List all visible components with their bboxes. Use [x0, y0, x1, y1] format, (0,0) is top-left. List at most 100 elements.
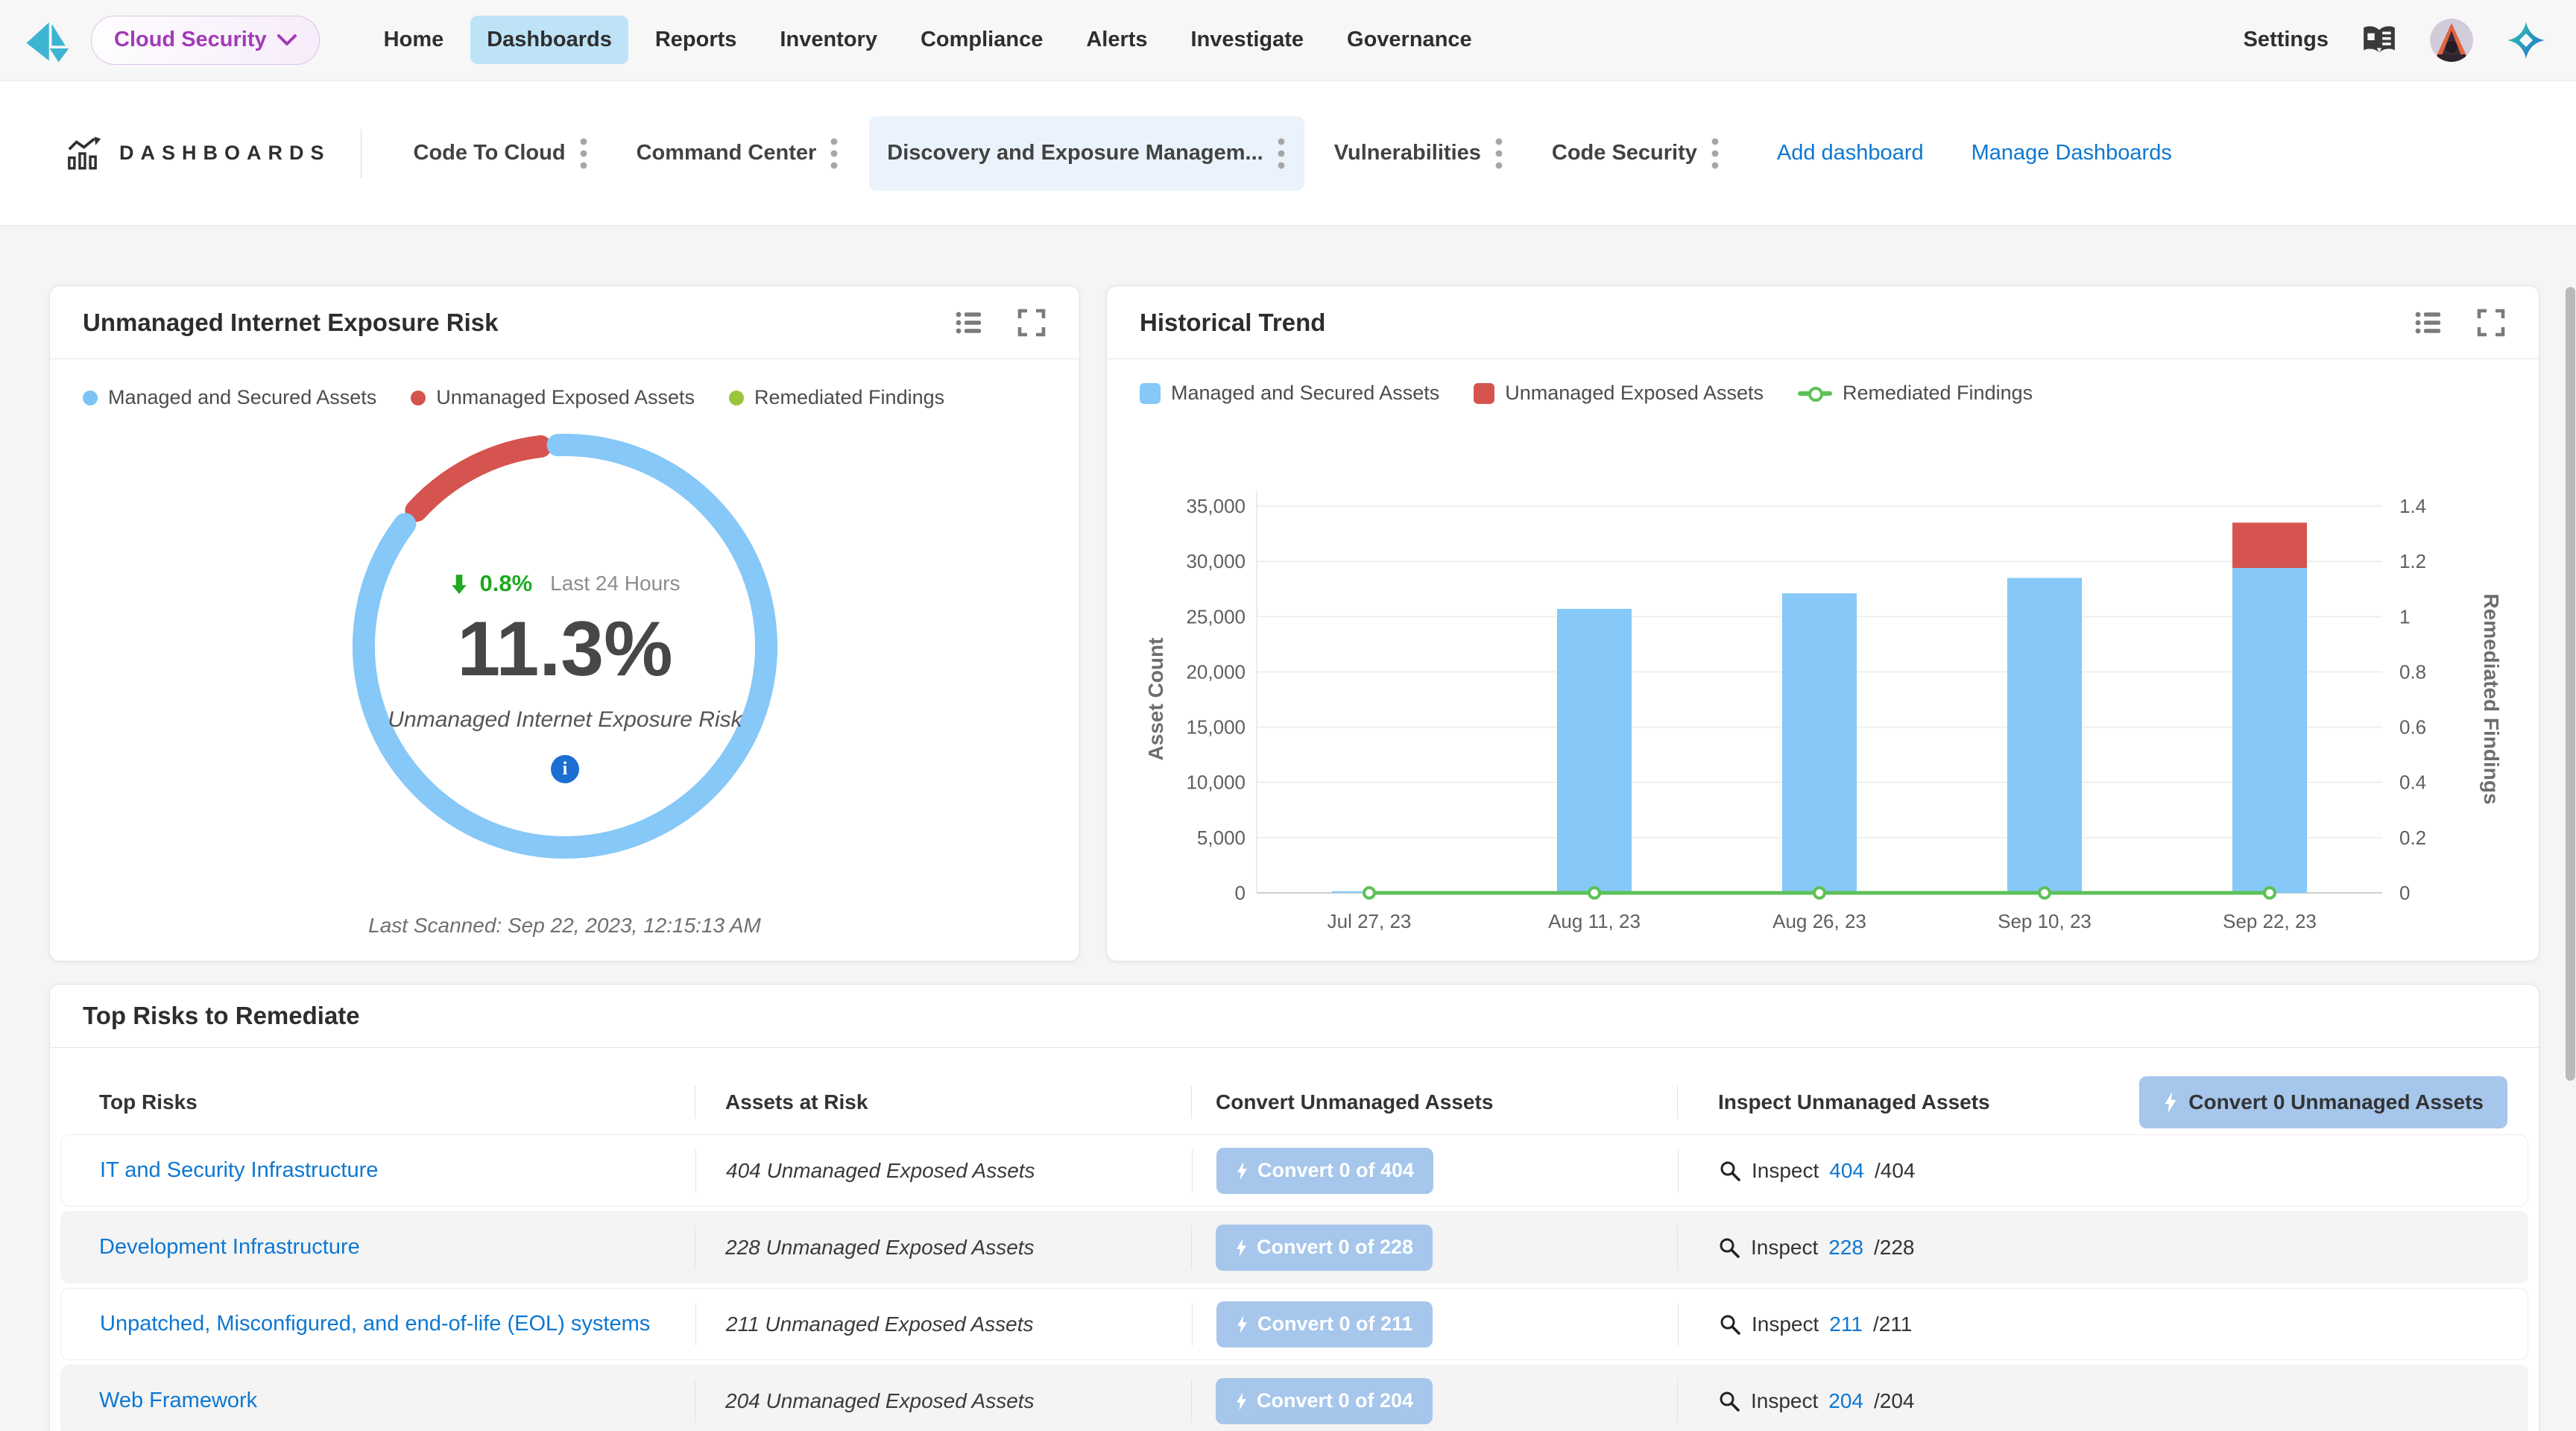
legend-list-icon[interactable]	[954, 308, 984, 338]
risk-link[interactable]: IT and Security Infrastructure	[61, 1158, 378, 1183]
inspect-count-link[interactable]: 204	[1828, 1389, 1863, 1413]
nav-item-dashboards[interactable]: Dashboards	[470, 16, 628, 64]
nav-item-inventory[interactable]: Inventory	[763, 16, 894, 64]
svg-text:Remediated Findings: Remediated Findings	[2480, 593, 2503, 804]
legend-remediated[interactable]: Remediated Findings	[729, 386, 944, 409]
legend-unmanaged[interactable]: Unmanaged Exposed Assets	[1474, 382, 1764, 405]
nav-item-alerts[interactable]: Alerts	[1070, 16, 1164, 64]
unmanaged-exposure-risk-card: Unmanaged Internet Exposure Risk Managed…	[49, 285, 1080, 961]
legend-remediated[interactable]: Remediated Findings	[1798, 382, 2033, 405]
chevron-down-icon	[277, 34, 297, 46]
svg-text:0: 0	[1235, 882, 1246, 904]
nav-item-governance[interactable]: Governance	[1330, 16, 1489, 64]
svg-text:Aug 26, 23: Aug 26, 23	[1772, 910, 1866, 932]
inspect-count-link[interactable]: 404	[1829, 1159, 1864, 1183]
lightning-icon	[1235, 1392, 1248, 1410]
svg-text:Jul 27, 23: Jul 27, 23	[1328, 910, 1412, 932]
svg-text:10,000: 10,000	[1186, 771, 1246, 794]
card-title: Historical Trend	[1140, 309, 1325, 337]
lightning-icon	[1235, 1239, 1248, 1257]
svg-text:25,000: 25,000	[1186, 605, 1246, 628]
kebab-menu-icon[interactable]	[579, 136, 589, 171]
delta-period: Last 24 Hours	[550, 572, 680, 596]
arrow-down-icon	[450, 573, 468, 594]
magnifier-icon	[1718, 1236, 1740, 1259]
last-scanned-text: Last Scanned: Sep 22, 2023, 12:15:13 AM	[50, 914, 1079, 938]
convert-button[interactable]: Convert 0 of 404	[1216, 1148, 1433, 1194]
bulk-convert-button[interactable]: Convert 0 Unmanaged Assets	[2139, 1076, 2507, 1128]
nav-item-investigate[interactable]: Investigate	[1175, 16, 1321, 64]
tab-vulnerabilities[interactable]: Vulnerabilities	[1316, 116, 1522, 191]
info-icon[interactable]: i	[551, 755, 579, 783]
svg-text:0.8: 0.8	[2399, 660, 2426, 683]
company-logo-icon	[22, 16, 72, 65]
vertical-scrollbar[interactable]	[2566, 287, 2575, 1081]
svg-text:Sep 10, 23: Sep 10, 23	[1998, 910, 2092, 932]
product-switcher[interactable]: Cloud Security	[91, 16, 320, 65]
user-avatar[interactable]	[2430, 19, 2473, 62]
kebab-menu-icon[interactable]	[1277, 136, 1287, 171]
legend-list-icon[interactable]	[2414, 308, 2443, 338]
dashboards-tab-bar: DASHBOARDS Code To Cloud Command Center …	[0, 81, 2576, 226]
manage-dashboards-link[interactable]: Manage Dashboards	[1972, 141, 2172, 165]
donut-center: 0.8% Last 24 Hours 11.3% Unmanaged Inter…	[341, 423, 789, 870]
inspect-label: Inspect	[1751, 1236, 1818, 1260]
legend-dot-blue	[83, 391, 98, 405]
donut-legend: Managed and Secured Assets Unmanaged Exp…	[50, 359, 1079, 409]
tab-code-to-cloud[interactable]: Code To Cloud	[396, 116, 607, 191]
section-header: Top Risks to Remediate	[50, 985, 2539, 1048]
svg-text:0.6: 0.6	[2399, 716, 2426, 739]
table-row: Unpatched, Misconfigured, and end-of-lif…	[60, 1288, 2528, 1360]
documentation-book-icon[interactable]	[2361, 25, 2397, 56]
lightning-icon	[1236, 1315, 1248, 1333]
convert-button[interactable]: Convert 0 of 211	[1216, 1301, 1433, 1348]
expand-icon[interactable]	[1017, 308, 1046, 338]
svg-text:Aug 11, 23: Aug 11, 23	[1548, 910, 1641, 932]
top-risks-card: Top Risks to Remediate Top Risks Assets …	[49, 984, 2539, 1431]
legend-managed[interactable]: Managed and Secured Assets	[83, 386, 376, 409]
tab-discovery-exposure-management[interactable]: Discovery and Exposure Managem...	[869, 116, 1304, 191]
expand-icon[interactable]	[2476, 308, 2506, 338]
settings-link[interactable]: Settings	[2244, 28, 2329, 52]
assets-at-risk-text: 228 Unmanaged Exposed Assets	[695, 1236, 1035, 1260]
legend-managed[interactable]: Managed and Secured Assets	[1140, 382, 1439, 405]
table-row: IT and Security Infrastructure 404 Unman…	[60, 1134, 2528, 1207]
tab-code-security[interactable]: Code Security	[1534, 116, 1738, 191]
exposure-donut-chart: 0.8% Last 24 Hours 11.3% Unmanaged Inter…	[341, 423, 789, 870]
table-header-row: Top Risks Assets at Risk Convert Unmanag…	[60, 1075, 2528, 1130]
inspect-count-link[interactable]: 211	[1829, 1312, 1863, 1336]
top-nav: Cloud Security Home Dashboards Reports I…	[0, 0, 2576, 80]
legend-square-blue	[1140, 383, 1161, 404]
cloud-security-dashboard: Cloud Security Home Dashboards Reports I…	[0, 0, 2576, 1431]
table-row: Development Infrastructure 228 Unmanaged…	[60, 1211, 2528, 1283]
card-header: Unmanaged Internet Exposure Risk	[50, 286, 1079, 359]
historical-trend-card: Historical Trend Managed and Secured Ass…	[1106, 285, 2539, 961]
svg-text:1.2: 1.2	[2399, 550, 2426, 572]
convert-button[interactable]: Convert 0 of 228	[1216, 1225, 1433, 1271]
ai-copilot-icon[interactable]	[2506, 20, 2546, 60]
inspect-label: Inspect	[1751, 1389, 1818, 1413]
nav-item-compliance[interactable]: Compliance	[904, 16, 1059, 64]
divider	[361, 129, 362, 178]
risk-link[interactable]: Development Infrastructure	[60, 1235, 360, 1260]
tab-command-center[interactable]: Command Center	[619, 116, 858, 191]
assets-at-risk-text: 204 Unmanaged Exposed Assets	[695, 1389, 1035, 1413]
convert-button[interactable]: Convert 0 of 204	[1216, 1378, 1433, 1424]
primary-nav: Home Dashboards Reports Inventory Compli…	[367, 16, 1489, 64]
nav-item-reports[interactable]: Reports	[639, 16, 754, 64]
inspect-count-link[interactable]: 228	[1828, 1236, 1863, 1260]
kebab-menu-icon[interactable]	[830, 136, 839, 171]
add-dashboard-link[interactable]: Add dashboard	[1777, 141, 1924, 165]
exposure-risk-label: Unmanaged Internet Exposure Risk	[341, 707, 789, 733]
trend-legend: Managed and Secured Assets Unmanaged Exp…	[1107, 359, 2539, 405]
legend-line-marker-green	[1798, 386, 1832, 401]
risk-link[interactable]: Web Framework	[60, 1389, 257, 1413]
kebab-menu-icon[interactable]	[1711, 136, 1720, 171]
col-convert-unmanaged: Convert Unmanaged Assets	[1192, 1090, 1493, 1114]
legend-unmanaged[interactable]: Unmanaged Exposed Assets	[411, 386, 695, 409]
kebab-menu-icon[interactable]	[1494, 136, 1504, 171]
inspect-total: /204	[1874, 1389, 1915, 1413]
svg-text:5,000: 5,000	[1197, 827, 1246, 849]
risk-link[interactable]: Unpatched, Misconfigured, and end-of-lif…	[61, 1312, 650, 1336]
nav-item-home[interactable]: Home	[367, 16, 461, 64]
